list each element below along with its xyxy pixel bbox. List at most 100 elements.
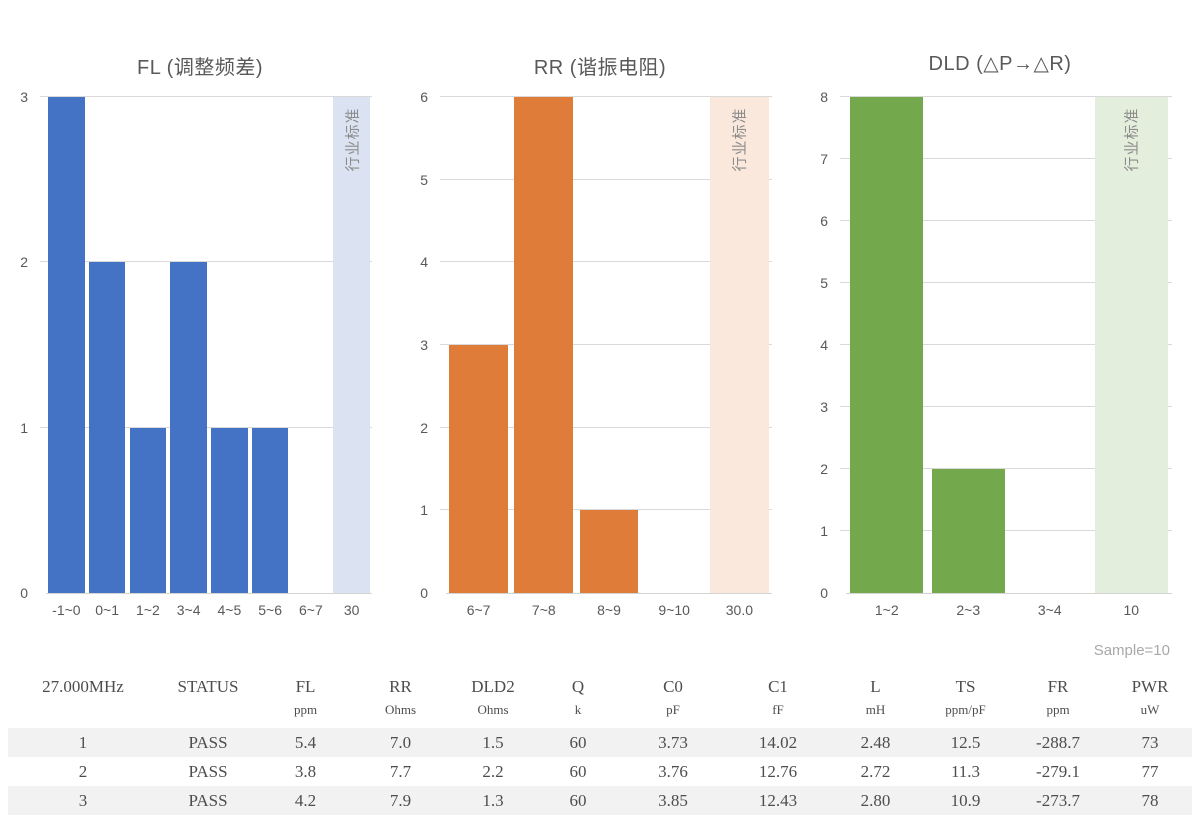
column-unit: ppm (1046, 702, 1070, 717)
table-cell: 12.76 (758, 762, 798, 781)
table-cell: 3.73 (658, 733, 688, 752)
band-label: 行业标准 (344, 106, 362, 172)
table-cell: 2.80 (860, 791, 891, 810)
x-tick-label: 4~5 (217, 602, 242, 618)
bar (579, 510, 639, 593)
band-label: 行业标准 (1123, 106, 1141, 172)
y-tick-label: 2 (420, 419, 428, 436)
x-tick-label: 0~1 (95, 602, 119, 618)
bar (211, 427, 248, 593)
table-cell: 12.43 (758, 791, 798, 810)
x-tick-label: 10 (1123, 602, 1140, 618)
bar (48, 97, 85, 593)
column-header: 27.000MHz (42, 677, 124, 696)
y-tick-label: 3 (420, 337, 428, 353)
x-tick-label: 8~9 (597, 602, 621, 618)
table-cell: 12.5 (950, 733, 981, 752)
y-tick-label: 0 (20, 585, 28, 601)
y-tick-label: 5 (420, 171, 428, 188)
column-header: C1 (768, 677, 788, 696)
y-tick-label: 0 (820, 585, 828, 601)
table-row: 1 PASS 5.4 7.0 1.5 60 3.73 14.02 2.48 12.5 -288.7 7… (8, 728, 1192, 757)
column-header: RR (389, 677, 412, 696)
y-axis: 0 1 2 3 (2, 89, 38, 601)
x-axis: 6~7 7~8 8~9 9~10 30.0 (446, 602, 772, 624)
chart-title-rr: RR (谐振电阻) (533, 56, 667, 79)
table-header-row: 27.000MHz STATUS FL RR DLD2 Q C0 C1 L TS FR PWR (8, 674, 1192, 700)
table-row: 3 PASS 4.2 7.9 1.3 60 3.85 12.43 2.80 10.9 -273.7 7… (8, 786, 1192, 815)
gridline (840, 406, 1172, 407)
band-label: 行业标准 (731, 106, 749, 172)
bar (170, 262, 207, 593)
gridline (40, 261, 372, 263)
column-unit: mH (865, 702, 886, 717)
gridline (440, 178, 772, 180)
table-cell: PASS (188, 762, 228, 781)
gridline (840, 158, 1172, 159)
table-cell: 4.2 (294, 791, 317, 810)
table-units-row: ppm Ohms Ohms k pF fF mH ppm/pF ppm uW (8, 700, 1192, 722)
bar (514, 97, 574, 593)
x-tick-label: 6~7 (299, 602, 323, 618)
column-header: STATUS (177, 677, 239, 696)
gridline (840, 530, 1172, 531)
chart-dld: DLD (△P→△R) 0 1 2 3 4 5 6 7 8 行业标准 1~2 2~3 3~4 10 (800, 0, 1200, 640)
table-cell: -288.7 (1036, 733, 1080, 752)
plot-area: 行业标准 (840, 96, 1172, 594)
x-axis: 1~2 2~3 3~4 10 (846, 602, 1172, 624)
x-tick-label: 9~10 (658, 602, 690, 618)
table-cell: 14.02 (758, 733, 798, 752)
y-axis: 0 1 2 3 4 5 6 (402, 89, 438, 601)
bar (88, 262, 126, 593)
x-tick-label: 3~4 (176, 602, 201, 618)
table-cell: PASS (188, 733, 228, 752)
column-unit: k (574, 702, 582, 717)
table-cell: 1.5 (482, 733, 504, 752)
band-label-box: 行业标准 (710, 97, 769, 181)
y-tick-label: 4 (820, 337, 828, 353)
table-cell: 11.3 (950, 762, 981, 781)
x-tick-label: 1~2 (136, 602, 160, 618)
y-axis: 0 1 2 3 4 5 6 7 8 (802, 89, 838, 601)
table-cell: 2 (78, 762, 88, 781)
x-tick-label: 7~8 (531, 602, 556, 618)
chart-title-fl: FL (调整频差) (137, 56, 263, 79)
chart-fl: FL (调整频差) 0 1 2 3 行业标准 -1~0 0~1 1~2 3~4 4~5 5~6 6… (0, 0, 400, 640)
x-tick-label: -1~0 (52, 602, 81, 618)
plot-area: 行业标准 (40, 96, 372, 594)
column-unit: Ohms (384, 702, 417, 717)
table-row: 2 PASS 3.8 7.7 2.2 60 3.76 12.76 2.72 11.3 -279.1 7… (8, 757, 1192, 786)
y-tick-label: 6 (820, 213, 828, 229)
table-cell: 7.7 (389, 762, 412, 781)
table-cell: 60 (569, 791, 587, 810)
table-cell: 5.4 (294, 733, 317, 752)
y-tick-label: 1 (20, 419, 28, 436)
y-tick-label: 4 (420, 254, 428, 271)
column-header: PWR (1131, 677, 1169, 696)
gridline (840, 344, 1172, 345)
column-header: Q (571, 677, 585, 696)
x-tick-label: 5~6 (258, 602, 282, 618)
table-cell: 2.72 (860, 762, 891, 781)
column-header: TS (955, 677, 976, 696)
column-unit: ppm/pF (945, 702, 986, 717)
table-cell: PASS (188, 791, 228, 810)
y-tick-label: 2 (20, 254, 28, 271)
y-tick-label: 3 (820, 399, 828, 415)
x-tick-label: 3~4 (1037, 602, 1062, 618)
x-tick-label: 1~2 (874, 602, 899, 618)
gridline (840, 96, 1172, 97)
y-tick-label: 5 (820, 275, 828, 291)
column-unit: uW (1140, 702, 1160, 717)
table-cell: 3 (78, 791, 88, 810)
column-unit: fF (772, 702, 784, 717)
column-unit (158, 700, 258, 722)
x-tick-label: 2~3 (956, 602, 981, 618)
table-cell: 7.0 (389, 733, 412, 752)
column-header: L (870, 677, 881, 696)
column-header: DLD2 (471, 677, 515, 696)
chart-title-dld: DLD (△P→△R) (928, 52, 1072, 75)
table-body: 1 PASS 5.4 7.0 1.5 60 3.73 14.02 2.48 12.5 -288.7 7… (8, 728, 1192, 815)
bar (931, 469, 1005, 593)
gridline (440, 509, 772, 511)
